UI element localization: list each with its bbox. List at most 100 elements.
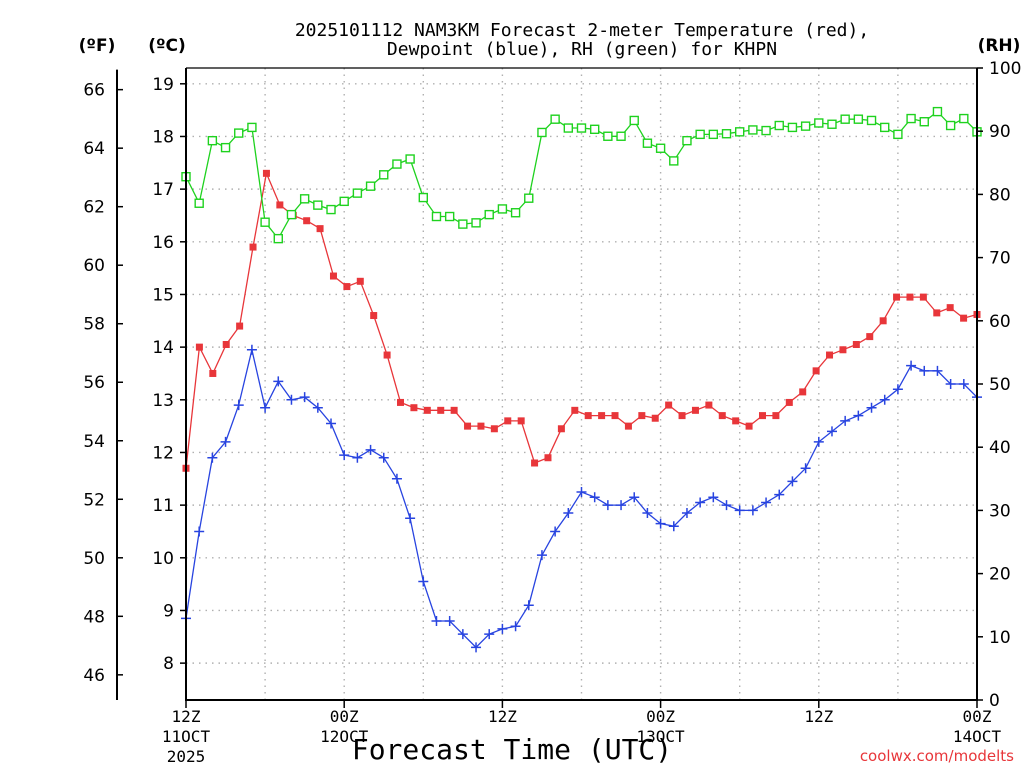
dewpoint-point [194, 526, 205, 537]
rh-point [194, 198, 204, 208]
temperature-point [464, 422, 472, 430]
x-tick-label-time: 00Z [330, 707, 359, 726]
rh-point [919, 117, 929, 127]
rh-point [260, 217, 270, 227]
temperature-point [262, 169, 270, 177]
temperature-point [611, 412, 619, 420]
temperature-point [678, 412, 686, 420]
rh-point [220, 142, 231, 153]
chart-title-line-1: 2025101112 NAM3KM Forecast 2-meter Tempe… [295, 20, 869, 41]
dewpoint-point [536, 550, 547, 561]
temperature-point [571, 406, 579, 414]
rh-point [471, 218, 481, 228]
temperature-point [826, 351, 834, 359]
dewpoint-point [616, 500, 627, 511]
dewpoint-point [444, 616, 455, 626]
plot-frame [185, 68, 978, 701]
temperature-point [410, 404, 418, 412]
fahrenheit-tick-label: 64 [83, 139, 105, 159]
x-tick-label-time: 12Z [804, 707, 833, 726]
dewpoint-point [391, 473, 402, 484]
temperature-point [866, 333, 874, 341]
temperature-point [531, 459, 539, 467]
dewpoint-point [207, 452, 218, 463]
rh-point [800, 121, 811, 131]
celsius-tick-label: 11 [152, 496, 174, 516]
temperature-point [839, 346, 847, 354]
dewpoint-point [418, 576, 429, 587]
rh-point [524, 193, 534, 203]
dewpoint-point [405, 513, 416, 524]
temperature-point [906, 293, 914, 301]
dewpoint-point [879, 394, 890, 405]
rh-point [418, 192, 428, 203]
dewpoint-point [260, 402, 271, 413]
x-tick-label-time: 12Z [172, 707, 201, 726]
dewpoint-point [708, 492, 719, 503]
dewpoint-point [761, 497, 772, 508]
fahrenheit-unit-label: (ºF) [79, 36, 116, 56]
rh-point [339, 196, 349, 207]
temperature-point [638, 412, 646, 420]
rh-point [761, 125, 771, 136]
temperature-point [370, 312, 378, 320]
temperature-point [490, 425, 498, 433]
dewpoint-point [787, 476, 798, 487]
rh-point [840, 114, 850, 124]
dewpoint-point [484, 629, 495, 640]
rh-point [458, 219, 468, 229]
rh-tick-label: 0 [989, 691, 1000, 711]
rh-point [537, 127, 547, 138]
rh-point [959, 113, 969, 124]
temperature-point [236, 322, 244, 330]
x-axis-title: Forecast Time (UTC) [352, 733, 672, 766]
rh-point [721, 129, 732, 139]
celsius-tick-label: 14 [152, 338, 174, 358]
dewpoint-point [510, 621, 521, 632]
temperature-point [249, 243, 257, 251]
dewpoint-point [246, 344, 257, 355]
dewpoint-point [576, 486, 587, 497]
rh-point [550, 114, 560, 124]
dewpoint-point [471, 642, 482, 653]
rh-tick-label: 10 [989, 628, 1011, 648]
x-tick-label-year: 2025 [167, 747, 206, 766]
rh-point [576, 123, 587, 133]
celsius-tick-label: 16 [152, 233, 174, 253]
rh-point [392, 159, 402, 169]
rh-point [405, 154, 415, 164]
rh-point [853, 114, 864, 124]
dewpoint-point [721, 500, 732, 511]
temperature-point [584, 412, 592, 420]
x-tick-label-time: 00Z [963, 707, 992, 726]
rh-point [945, 120, 956, 131]
rh-point [603, 131, 613, 141]
rh-point [787, 122, 798, 133]
temperature-point [544, 454, 552, 462]
rh-point [207, 135, 218, 146]
rh-point [774, 120, 784, 131]
source-credit: coolwx.com/modelts [860, 747, 1014, 765]
rh-point [313, 200, 323, 210]
temperature-point [557, 425, 565, 433]
temperature-point [799, 388, 807, 396]
chart-title-line-2: Dewpoint (blue), RH (green) for KHPN [387, 39, 777, 60]
dewpoint-point [220, 436, 231, 447]
rh-point [735, 127, 745, 137]
rh-point [866, 115, 877, 126]
dewpoint-point [273, 376, 284, 387]
temperature-point [303, 217, 311, 225]
rh-tick-label: 40 [989, 438, 1011, 458]
rh-point [906, 113, 916, 124]
rh-point [695, 129, 705, 140]
fahrenheit-tick-label: 54 [83, 432, 105, 452]
dewpoint-point [286, 394, 297, 405]
grid-lines [186, 68, 977, 700]
temperature-point [383, 351, 391, 359]
celsius-tick-label: 8 [163, 654, 174, 674]
rh-point [629, 115, 639, 126]
rh-tick-label: 20 [989, 565, 1011, 585]
rh-point [286, 209, 297, 220]
x-tick-label-time: 12Z [488, 707, 517, 726]
rh-point [326, 204, 336, 215]
